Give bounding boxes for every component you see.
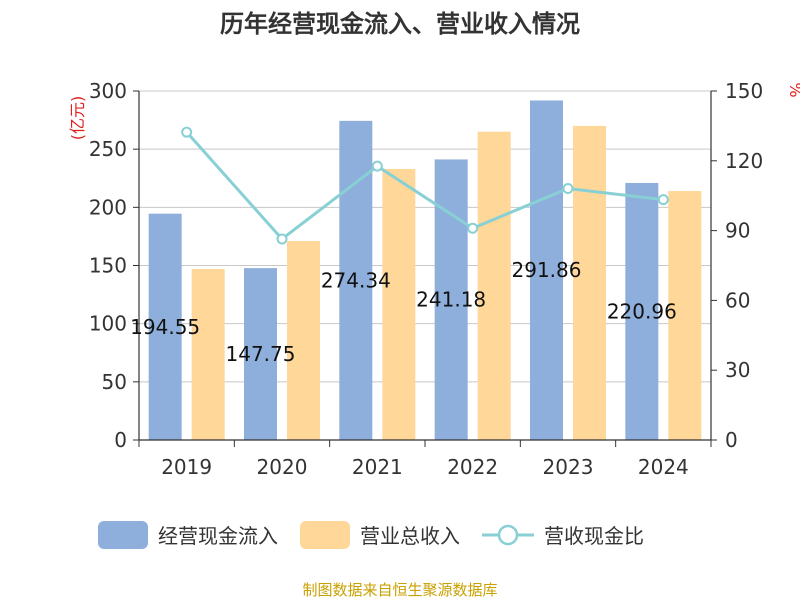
left-axis-tick-label: 0 (114, 428, 127, 452)
bar-revenue (573, 125, 606, 441)
bar-data-label: 274.34 (321, 268, 391, 292)
ratio-point (562, 182, 574, 194)
bar-data-label: 220.96 (607, 299, 677, 323)
source-note: 制图数据来自恒生聚源数据库 (302, 581, 497, 599)
right-axis-tick-label: 30 (725, 358, 750, 382)
bar-revenue (287, 241, 320, 440)
legend-swatch (300, 521, 350, 549)
ratio-point (467, 222, 479, 234)
legend-swatch (98, 521, 148, 549)
left-axis-tick-label: 150 (89, 254, 127, 278)
x-axis-tick-label: 2019 (161, 455, 212, 479)
chart-title: 历年经营现金流入、营业收入情况 (220, 10, 580, 38)
x-axis-tick-label: 2022 (447, 455, 498, 479)
right-axis-tick-label: 90 (725, 219, 750, 243)
data-labels: 194.55 147.75 274.34 241.18 291.86 220.96 (130, 258, 677, 366)
right-axis-tick-label: 120 (725, 149, 763, 173)
legend-label: 营业总收入 (360, 524, 460, 548)
bar-data-label: 194.55 (130, 315, 200, 339)
ratio-line-path (185, 131, 664, 242)
left-axis-tick-label: 200 (89, 195, 127, 219)
bar-data-label: 241.18 (416, 288, 486, 312)
x-axis-tick-label: 2020 (257, 455, 308, 479)
bar-cash-inflow (244, 268, 277, 440)
legend-marker (497, 524, 519, 546)
right-axis-tick-label: 60 (725, 288, 750, 312)
legend-label: 经营现金流入 (158, 524, 278, 548)
right-axis-tick-label: 150 (725, 79, 763, 103)
legend-label: 营收现金比 (544, 524, 644, 548)
gridlines (139, 90, 711, 383)
bar-revenue (191, 268, 225, 440)
bar-revenue (668, 191, 702, 440)
bar-cash-inflow (530, 100, 563, 440)
bar-cash-inflow (625, 182, 659, 440)
tick-labels: 0 50 100 150 200 250 300 0 30 60 90 120 150 2019 2020 2… (89, 79, 763, 479)
left-axis-unit: (亿元) (68, 96, 87, 141)
ratio-point (181, 126, 193, 138)
right-axis-unit: % (786, 82, 800, 97)
x-axis-tick-label: 2024 (638, 455, 689, 479)
x-axis-tick-label: 2021 (352, 455, 403, 479)
ratio-line (181, 126, 669, 245)
legend: 经营现金流入 营业总收入 营收现金比 (98, 521, 644, 549)
ratio-point (276, 233, 288, 245)
ratio-point (657, 194, 669, 206)
left-axis-tick-label: 100 (89, 312, 127, 336)
bar-data-label: 147.75 (226, 342, 296, 366)
bar-cash-inflow (148, 213, 182, 440)
right-axis-tick-label: 0 (725, 428, 738, 452)
x-axis-tick-label: 2023 (543, 455, 594, 479)
axes (133, 90, 717, 447)
left-axis-tick-label: 300 (89, 79, 127, 103)
left-axis-tick-label: 250 (89, 137, 127, 161)
ratio-point (371, 160, 383, 172)
left-axis-tick-label: 50 (102, 370, 127, 394)
bars (148, 100, 702, 441)
bar-revenue (382, 168, 416, 440)
bar-data-label: 291.86 (512, 258, 582, 282)
bar-revenue (477, 131, 511, 440)
